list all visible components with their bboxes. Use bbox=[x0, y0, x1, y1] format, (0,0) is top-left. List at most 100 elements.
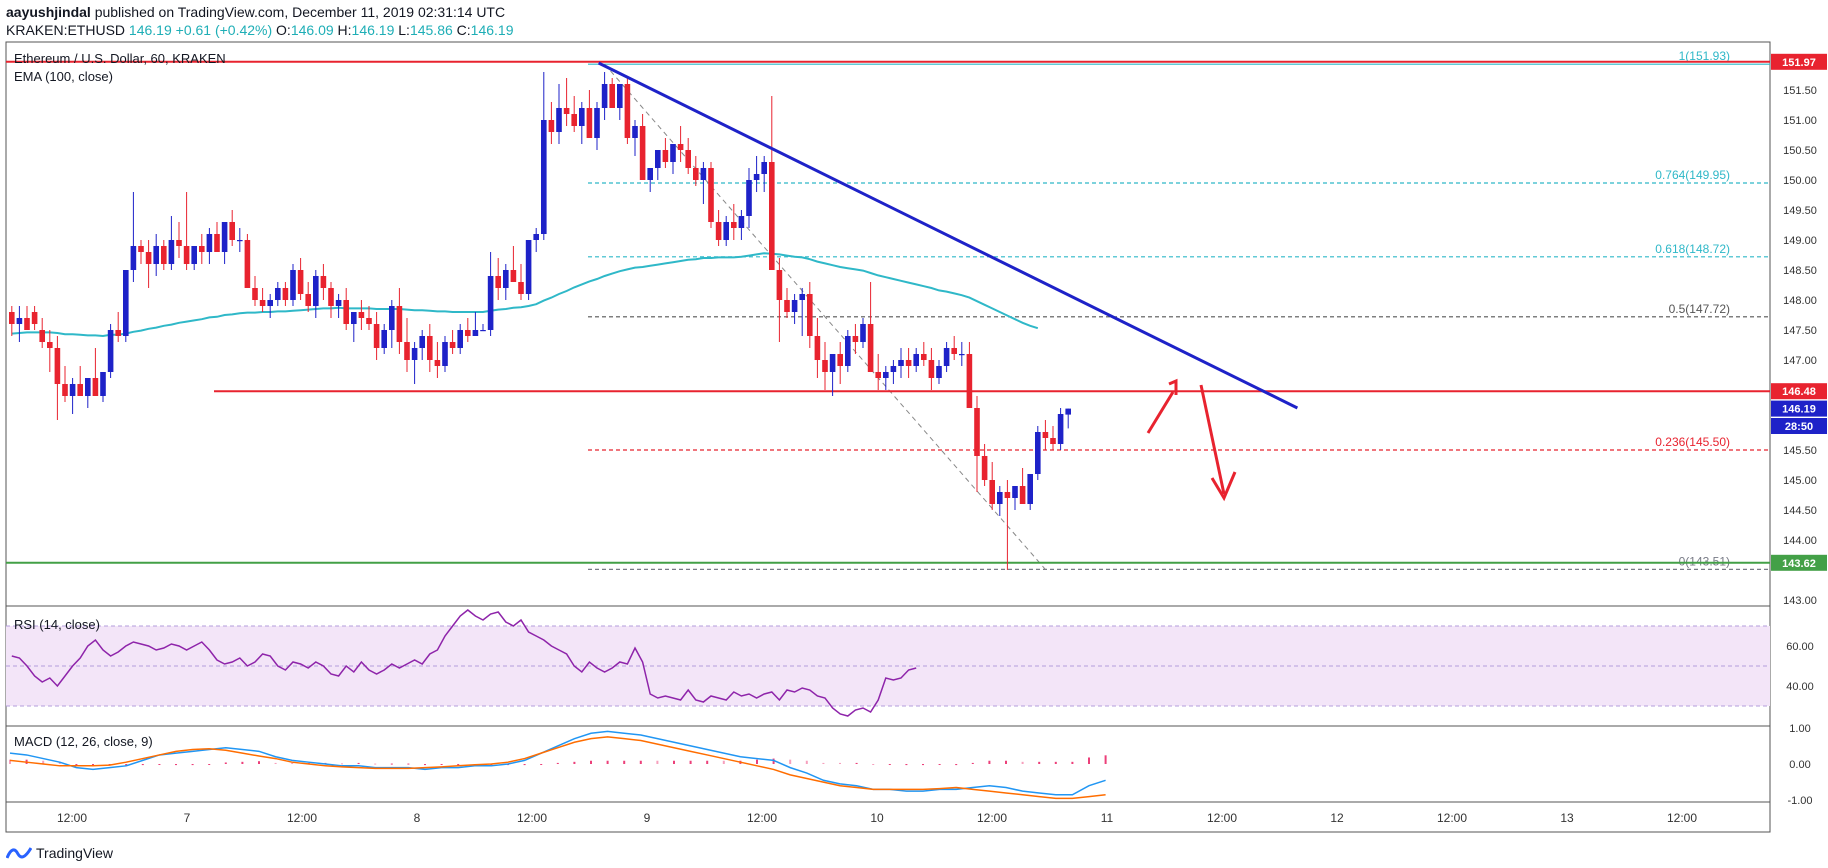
candle bbox=[191, 246, 197, 270]
candle bbox=[77, 366, 83, 396]
chart-frame bbox=[5, 41, 1771, 833]
candle bbox=[814, 318, 821, 378]
candle bbox=[829, 354, 836, 396]
candle bbox=[510, 246, 517, 282]
candle bbox=[252, 276, 258, 306]
price-tick-label: 144.00 bbox=[1783, 535, 1817, 547]
svg-text:151.97: 151.97 bbox=[1782, 57, 1816, 69]
candle bbox=[351, 312, 357, 342]
macd-histogram-bar bbox=[805, 760, 808, 764]
macd-histogram-bar bbox=[540, 764, 543, 765]
candle bbox=[1050, 426, 1056, 450]
candle bbox=[677, 126, 684, 162]
rsi-line bbox=[11, 609, 917, 717]
time-tick-label: 9 bbox=[644, 811, 651, 825]
publisher-name[interactable]: aayushjindal bbox=[6, 4, 91, 20]
macd-histogram-bar bbox=[291, 762, 294, 764]
close-label: C: bbox=[456, 22, 471, 38]
candle bbox=[69, 378, 76, 414]
price-tick-label: 145.00 bbox=[1783, 475, 1817, 487]
candle bbox=[153, 234, 159, 276]
macd-histogram-bar bbox=[955, 764, 958, 766]
macd-histogram-bar bbox=[1104, 755, 1107, 764]
projection-arrows bbox=[1146, 378, 1237, 502]
candle bbox=[746, 168, 752, 228]
symbol-name: KRAKEN:ETHUSD bbox=[6, 22, 126, 38]
price-tick-label: 147.00 bbox=[1783, 355, 1817, 367]
candle bbox=[951, 336, 957, 360]
candle bbox=[1065, 408, 1071, 429]
price-tick-label: 149.50 bbox=[1783, 205, 1817, 217]
signal-line bbox=[9, 736, 1106, 800]
macd-histogram-bar bbox=[457, 764, 460, 766]
candle bbox=[434, 342, 441, 378]
candle bbox=[275, 282, 281, 306]
macd-histogram-bar bbox=[175, 764, 177, 766]
low-label: L: bbox=[398, 22, 410, 38]
candle bbox=[9, 306, 15, 336]
candle bbox=[305, 282, 311, 312]
macd-histogram-bar bbox=[1038, 761, 1041, 764]
candle bbox=[282, 282, 289, 306]
trend-line bbox=[597, 61, 1299, 410]
macd-histogram-bar bbox=[224, 762, 227, 764]
price-tick-label: 149.00 bbox=[1783, 235, 1817, 247]
open-label: O: bbox=[276, 22, 291, 38]
candle bbox=[921, 342, 927, 366]
time-tick-label: 12 bbox=[1330, 811, 1344, 825]
candle bbox=[92, 348, 99, 396]
candle bbox=[586, 90, 593, 138]
price-tick-label: 147.50 bbox=[1783, 325, 1817, 337]
candle bbox=[168, 216, 175, 270]
candle bbox=[290, 264, 296, 306]
candle bbox=[1004, 480, 1011, 570]
candle bbox=[769, 96, 775, 270]
level-146-badge: 146.48 bbox=[1771, 383, 1827, 400]
macd-histogram-bar bbox=[75, 764, 78, 766]
candle bbox=[183, 192, 190, 270]
candle bbox=[396, 288, 403, 354]
macd-histogram-bar bbox=[158, 764, 161, 765]
ema-line bbox=[11, 252, 1039, 338]
macd-histogram-bar bbox=[855, 762, 858, 764]
macd-histogram-bar bbox=[938, 764, 941, 765]
candle bbox=[244, 234, 251, 288]
svg-text:146.19: 146.19 bbox=[1782, 404, 1816, 416]
candle bbox=[100, 372, 106, 402]
macd-tick-label: -1.00 bbox=[1787, 795, 1812, 807]
candle bbox=[487, 252, 494, 336]
macd-histogram-bar bbox=[523, 764, 526, 766]
macd-histogram-bar bbox=[922, 764, 924, 766]
candle bbox=[624, 78, 631, 144]
candle bbox=[320, 264, 327, 300]
publish-header: aayushjindal published on TradingView.co… bbox=[6, 3, 514, 39]
open-value: 146.09 bbox=[290, 22, 334, 38]
price-tick-label: 145.50 bbox=[1783, 445, 1817, 457]
candle bbox=[442, 336, 448, 372]
macd-histogram-bar bbox=[407, 763, 410, 765]
time-tick-label: 7 bbox=[184, 811, 191, 825]
time-tick-label: 11 bbox=[1101, 811, 1114, 825]
macd-histogram-bar bbox=[606, 760, 609, 764]
time-tick-label: 12:00 bbox=[977, 811, 1007, 825]
time-tick-label: 12:00 bbox=[747, 811, 777, 825]
time-tick-label: 12:00 bbox=[517, 811, 547, 825]
candle bbox=[541, 72, 547, 240]
candle bbox=[206, 228, 213, 264]
candle bbox=[161, 240, 167, 270]
candle bbox=[328, 282, 334, 318]
tradingview-brand[interactable]: TradingView bbox=[6, 842, 113, 864]
candle bbox=[130, 192, 137, 282]
candle bbox=[313, 270, 319, 318]
candle bbox=[1035, 426, 1041, 480]
macd-histogram-bar bbox=[872, 764, 875, 765]
candle bbox=[107, 324, 114, 378]
time-tick-label: 12:00 bbox=[57, 811, 87, 825]
candle bbox=[579, 102, 585, 144]
macd-histogram-bar bbox=[1071, 761, 1074, 764]
price-change: +0.61 (+0.42%) bbox=[175, 22, 273, 38]
macd-histogram-bar bbox=[141, 764, 144, 766]
candle bbox=[723, 216, 729, 246]
low-value: 145.86 bbox=[409, 22, 453, 38]
